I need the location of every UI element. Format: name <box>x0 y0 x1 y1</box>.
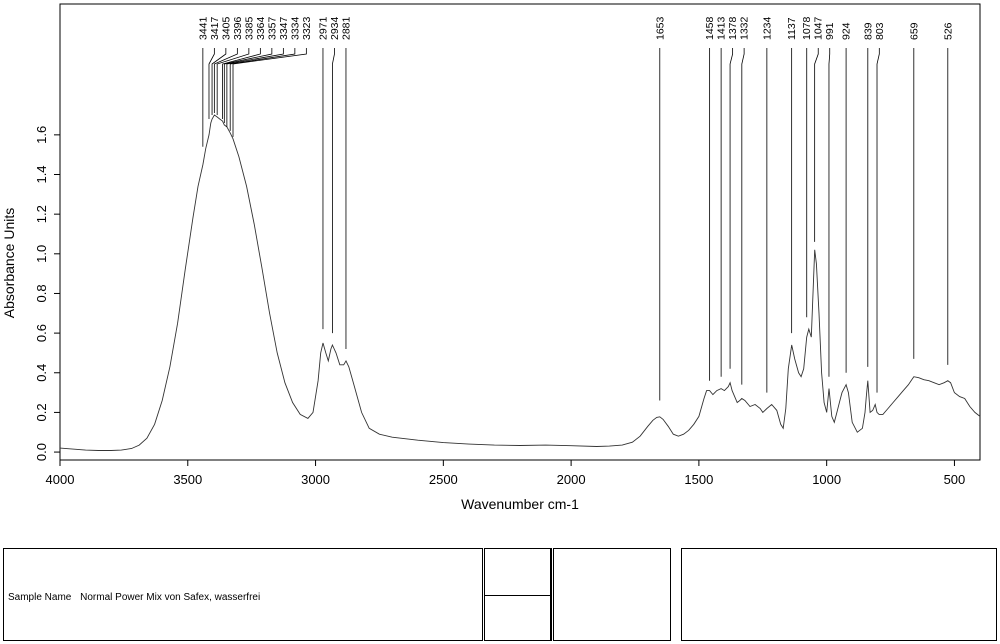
info-box-middle-right <box>553 548 671 641</box>
y-tick-label: 1.0 <box>34 245 49 263</box>
peak-label-803: 803 <box>874 22 886 40</box>
peak-label-3385: 3385 <box>243 16 255 40</box>
peak-label-1332: 1332 <box>739 16 751 40</box>
peak-leader-3396 <box>213 48 238 114</box>
y-tick-label: 1.2 <box>34 205 49 223</box>
peak-leader-2934 <box>332 48 335 334</box>
peak-label-839: 839 <box>862 22 874 40</box>
y-axis-label: Absorbance Units <box>1 208 17 319</box>
sample-name-value: Normal Power Mix von Safex, wasserfrei <box>80 592 261 603</box>
peak-label-1458: 1458 <box>704 16 716 40</box>
peak-label-1653: 1653 <box>654 16 666 40</box>
y-tick-label: 0.8 <box>34 284 49 302</box>
peak-leader-991 <box>828 48 831 377</box>
peak-label-526: 526 <box>942 22 954 40</box>
y-axis: 0.0 0.2 0.4 0.6 0.8 1.0 1.2 1.4 1.6 <box>34 126 60 461</box>
peak-label-1047: 1047 <box>813 16 825 40</box>
sample-info-box: Sample Name Normal Power Mix von Safex, … <box>3 548 483 641</box>
peak-label-3334: 3334 <box>289 16 301 40</box>
peak-label-2971: 2971 <box>317 16 329 40</box>
x-tick-label: 3500 <box>173 472 202 487</box>
x-tick-label: 3000 <box>301 472 330 487</box>
y-tick-label: 0.2 <box>34 403 49 421</box>
peak-label-1413: 1413 <box>716 16 728 40</box>
peak-label-3364: 3364 <box>255 16 267 40</box>
peak-label-1234: 1234 <box>761 16 773 40</box>
info-box-divider <box>485 595 550 596</box>
peak-label-3417: 3417 <box>209 16 221 40</box>
peak-label-3323: 3323 <box>301 16 313 40</box>
y-tick-label: 1.6 <box>34 126 49 144</box>
peak-label-3357: 3357 <box>266 16 278 40</box>
x-axis: 4000 3500 3000 2500 2000 1500 1000 500 <box>46 460 966 487</box>
peak-leader-1378 <box>729 48 734 369</box>
peak-label-1078: 1078 <box>801 16 813 40</box>
peak-leader-3364 <box>222 48 261 119</box>
peak-label-3405: 3405 <box>220 16 232 40</box>
peak-leader-3385 <box>216 48 250 116</box>
peak-leader-3405 <box>211 48 227 116</box>
info-box-right <box>681 548 997 641</box>
x-tick-label: 4000 <box>46 472 75 487</box>
peak-label-3396: 3396 <box>232 16 244 40</box>
spectrum-line <box>59 114 981 451</box>
x-tick-label: 1000 <box>812 472 841 487</box>
peak-label-3347: 3347 <box>278 16 290 40</box>
peak-leader-1047 <box>814 48 819 242</box>
peak-labels: 3441 3417 3405 3396 3385 3364 3357 3347 3334 3323… <box>197 16 954 401</box>
peak-leader-3323 <box>232 48 307 137</box>
peak-leader-3334 <box>229 48 296 131</box>
peak-leader-803 <box>876 48 880 393</box>
plot-frame <box>59 3 981 461</box>
sample-name-label: Sample Name <box>8 592 72 603</box>
x-tick-label: 1500 <box>684 472 713 487</box>
peak-label-991: 991 <box>824 22 836 40</box>
peak-label-659: 659 <box>908 22 920 40</box>
y-tick-label: 0.4 <box>34 364 49 382</box>
peak-leader-1332 <box>741 48 745 385</box>
peak-label-2881: 2881 <box>340 16 352 40</box>
x-tick-label: 2000 <box>557 472 586 487</box>
peak-label-1137: 1137 <box>786 17 798 40</box>
y-tick-label: 1.4 <box>34 165 49 183</box>
peak-label-2934: 2934 <box>329 16 341 40</box>
y-tick-label: 0.6 <box>34 324 49 342</box>
x-tick-label: 2500 <box>429 472 458 487</box>
peak-label-924: 924 <box>841 22 853 40</box>
info-box-middle-left <box>484 548 552 641</box>
x-axis-label: Wavenumber cm-1 <box>461 496 579 512</box>
sample-name-row: Sample Name Normal Power Mix von Safex, … <box>8 592 266 603</box>
spectrum-chart: 0.0 0.2 0.4 0.6 0.8 1.0 1.2 1.4 1.6 4000 3500 3000… <box>1 3 981 512</box>
peak-leader-3417 <box>208 48 215 119</box>
peak-leader-3357 <box>223 48 273 123</box>
y-tick-label: 0.0 <box>34 443 49 461</box>
x-tick-label: 500 <box>944 472 966 487</box>
peak-label-1378: 1378 <box>727 16 739 40</box>
peak-label-3441: 3441 <box>197 16 209 40</box>
peak-leader-3347 <box>226 48 284 127</box>
